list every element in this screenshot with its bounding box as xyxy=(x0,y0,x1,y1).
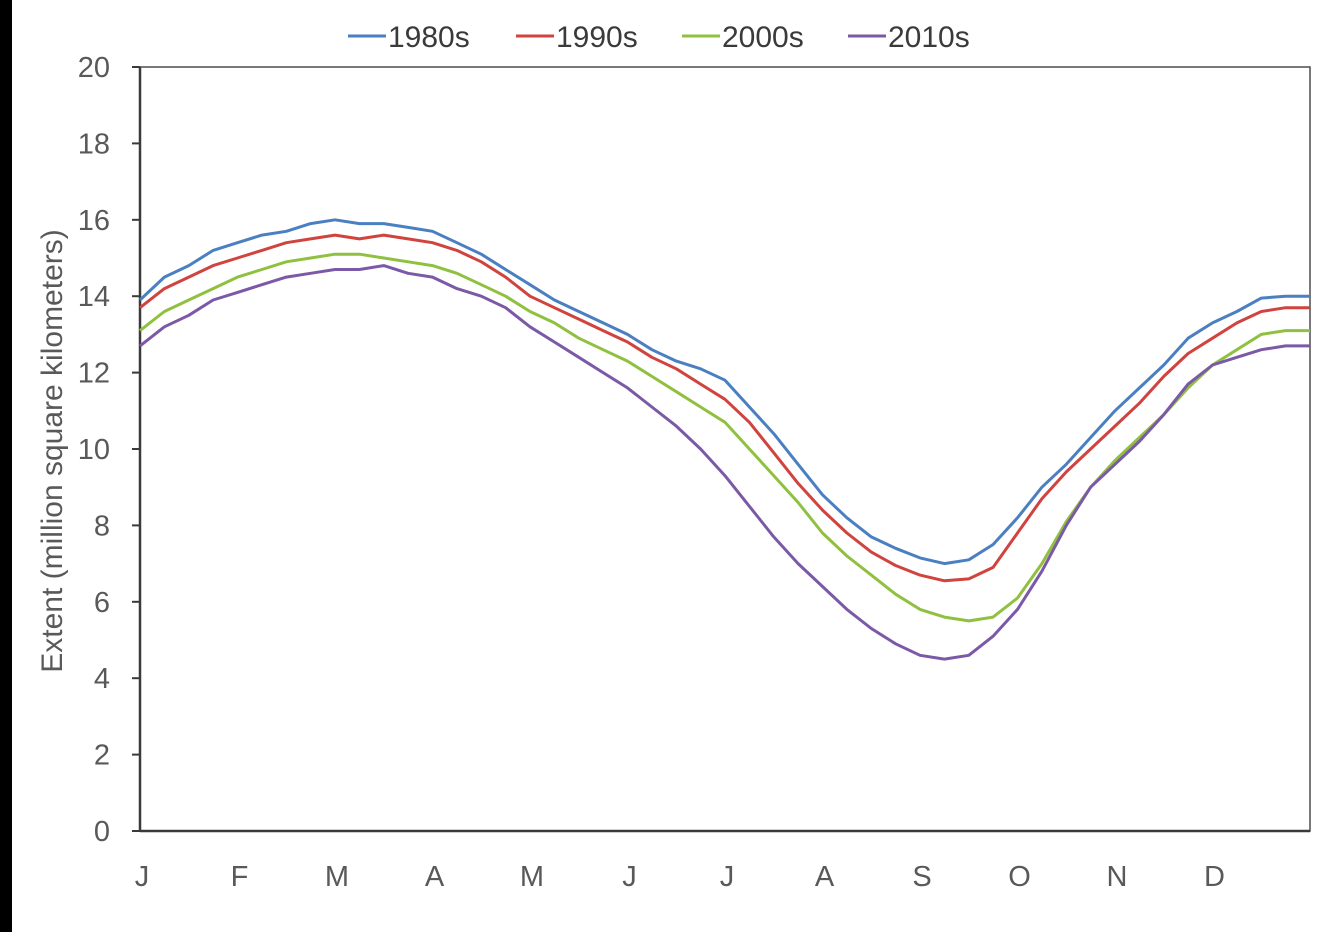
x-tick-label: S xyxy=(912,861,931,893)
y-tick-label: 18 xyxy=(78,128,110,160)
y-tick-label: 16 xyxy=(78,205,110,237)
plot-border xyxy=(139,66,1311,832)
legend-label: 1990s xyxy=(556,21,638,54)
y-tick-label: 20 xyxy=(78,52,110,84)
x-tick-label: N xyxy=(1107,861,1128,893)
series-line-1980s xyxy=(138,218,1310,566)
y-axis-ticks: 0 2 4 6 8 10 12 14 16 18 20 xyxy=(78,52,140,848)
y-tick-label: 12 xyxy=(78,358,110,390)
series-layer xyxy=(138,218,1310,661)
x-tick-label: J xyxy=(720,861,735,893)
y-tick-label: 6 xyxy=(94,587,110,619)
x-tick-label: A xyxy=(425,861,445,893)
y-tick-label: 8 xyxy=(94,510,110,542)
x-tick-label: J xyxy=(135,861,150,893)
sea-ice-extent-chart: 1980s 1990s 2000s 2010s 0 2 4 6 8 10 12 14 16 18 20 J… xyxy=(36,21,1311,893)
series-line-2010s xyxy=(139,264,1310,661)
legend-label: 1980s xyxy=(388,21,470,54)
series-line-2000s xyxy=(139,252,1310,623)
x-tick-label: M xyxy=(520,861,544,893)
y-tick-label: 2 xyxy=(94,740,110,772)
chart-panel: 1980s 1990s 2000s 2010s 0 2 4 6 8 10 12 14 16 18 20 J… xyxy=(12,0,1338,932)
x-tick-label: O xyxy=(1008,861,1031,893)
series-line-1990s xyxy=(139,233,1310,583)
x-tick-label: M xyxy=(325,861,349,893)
x-tick-label: F xyxy=(231,861,249,893)
x-tick-label: D xyxy=(1204,861,1225,893)
y-tick-label: 4 xyxy=(94,663,110,695)
x-tick-label: J xyxy=(622,861,637,893)
legend-label: 2010s xyxy=(888,21,970,54)
plot-area xyxy=(138,66,1311,833)
legend-label: 2000s xyxy=(722,21,804,54)
y-tick-label: 14 xyxy=(78,281,110,313)
x-tick-label: A xyxy=(815,861,835,893)
y-tick-label: 10 xyxy=(78,434,110,466)
y-tick-label: 0 xyxy=(94,816,110,848)
y-axis-title: Extent (million square kilometers) xyxy=(36,229,69,672)
legend: 1980s 1990s 2000s 2010s xyxy=(348,21,970,54)
